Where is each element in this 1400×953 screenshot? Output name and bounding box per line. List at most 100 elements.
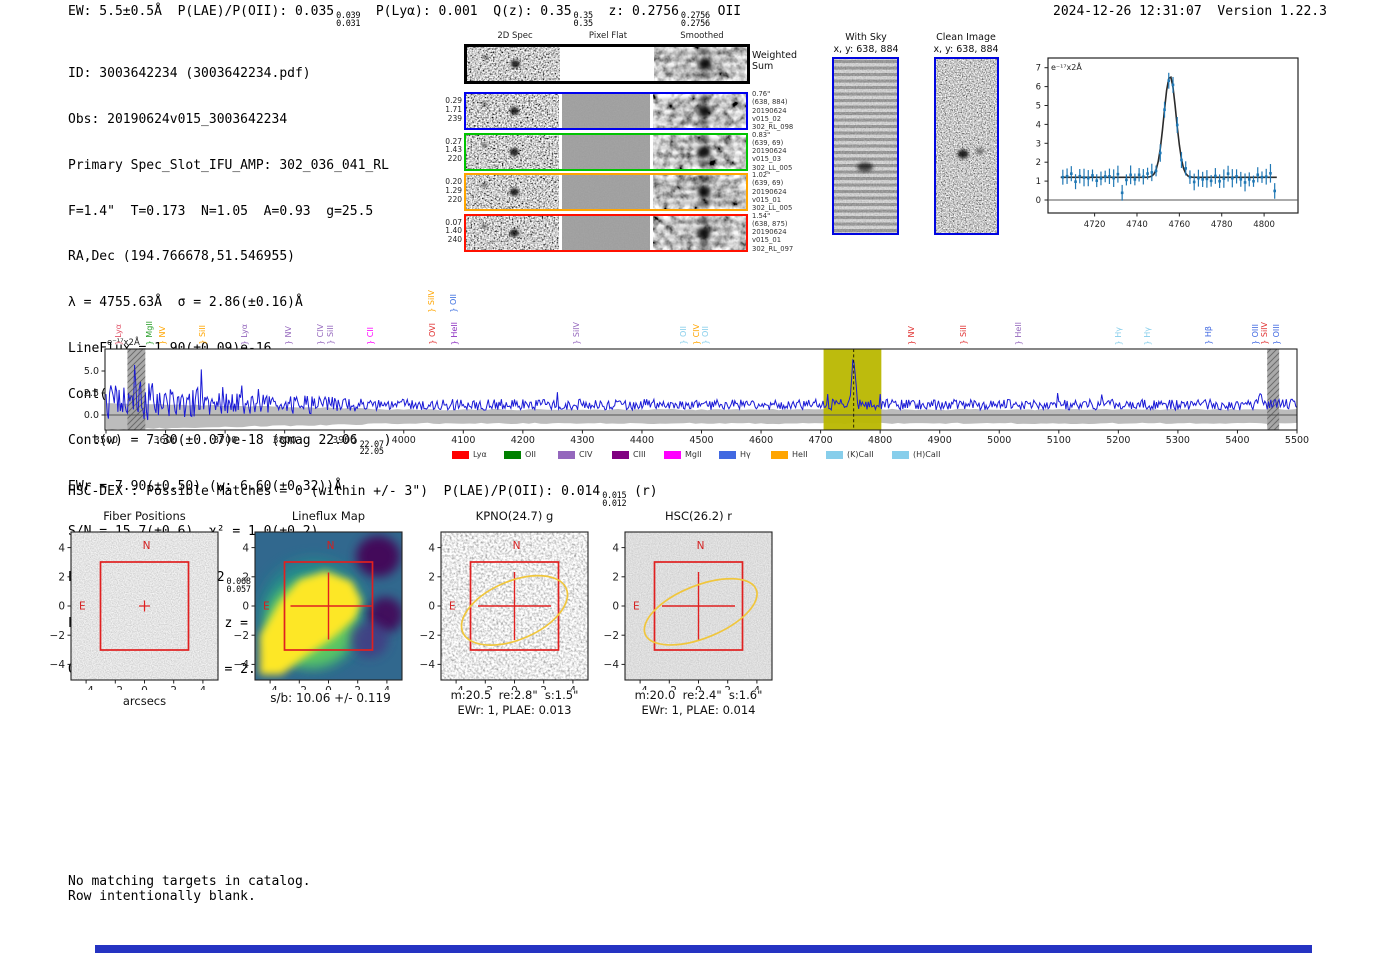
fit-data-point xyxy=(1184,167,1188,170)
fit-data-point xyxy=(1070,172,1073,175)
info-contw: Cont(w) = 7.30(±0.07)e-18 (gmag 22.06 22.… xyxy=(68,432,392,457)
spectrum-xtick-label: 3600 xyxy=(153,435,177,446)
spec2d-row-left-labels: 0.27 1.43 220 xyxy=(438,136,462,164)
fit-xtick-label: 4720 xyxy=(1084,220,1106,230)
cutout-ytick-label: −4 xyxy=(234,659,250,671)
weighted-sum-line1: Weighted xyxy=(752,50,797,61)
compass-north-label: N xyxy=(143,540,151,552)
kpno-caption-2: EWr: 1, PLAE: 0.013 xyxy=(457,703,572,717)
legend-swatch xyxy=(452,450,469,459)
image-blob xyxy=(653,104,746,110)
fit-data-point xyxy=(1209,179,1213,183)
fit-data-point xyxy=(1197,176,1200,180)
hsc-caption-2: EWr: 1, PLAE: 0.014 xyxy=(641,703,756,717)
cutout-ytick-label: −2 xyxy=(50,630,65,642)
contw-text: Cont(w) = 7.30(±0.07)e-18 (gmag 22.06 xyxy=(68,432,358,448)
spec2d-row xyxy=(464,92,748,130)
legend-label: MgII xyxy=(685,450,702,459)
fit-data-point xyxy=(1269,172,1272,175)
cutout-ytick-label: 4 xyxy=(612,542,619,554)
legend-label: HeII xyxy=(792,450,808,459)
spec2d-row-left-labels: 0.29 1.71 239 xyxy=(438,96,462,123)
cutout-xtick-label: 2 xyxy=(170,685,177,690)
spec2d-cell xyxy=(563,47,651,81)
legend-entry: MgII xyxy=(664,444,702,463)
noise-texture xyxy=(936,59,997,233)
image-blob xyxy=(653,226,746,231)
spectrum-ytick-label: 5.0 xyxy=(84,366,99,377)
fit-data-point xyxy=(1095,179,1099,182)
lineflux-map-title: Lineflux Map xyxy=(291,509,366,523)
fit-ytick-label: 2 xyxy=(1036,158,1041,168)
kpno-caption-1: m:20.5 re:2.8" s:1.5" xyxy=(450,688,579,702)
spec2d-row xyxy=(464,44,750,84)
fiber-weight-value: 240 xyxy=(447,235,462,245)
fit-data-point xyxy=(1086,176,1090,180)
fit-data-point xyxy=(1256,173,1260,177)
legend-swatch xyxy=(664,450,681,459)
spec2d-cell xyxy=(466,175,559,209)
spectrum-xtick-label: 4300 xyxy=(570,435,594,446)
legend-entry: Hγ xyxy=(719,444,751,463)
image-blob xyxy=(510,60,520,68)
fit-data-point xyxy=(1201,178,1204,181)
spec2d-spec-image xyxy=(467,47,560,81)
fit-xtick-label: 4760 xyxy=(1169,220,1191,230)
line-fit-plot: 0 1 2 3 4 5 6 7 4720 4740 4760 4780 4800 e⁻¹⁷x2Å xyxy=(1036,57,1299,230)
heatmap-dark xyxy=(350,622,389,658)
legend-entry: CIII xyxy=(612,444,646,463)
fiber-weight-value: 1.29 xyxy=(445,185,462,195)
lineflux-map-image xyxy=(255,532,402,680)
fiber-weight-value: 0.07 xyxy=(445,217,462,227)
clean-title: Clean Image xyxy=(936,32,996,43)
fiber-weight-value: 220 xyxy=(447,194,462,204)
image-blob xyxy=(653,160,746,165)
compass-east-label: E xyxy=(449,601,456,613)
image-blob xyxy=(653,178,746,184)
info-radec: RA,Dec (194.766678,51.546955) xyxy=(68,249,295,265)
fit-data-point xyxy=(1205,177,1209,181)
kpno-g-plot: N E −4 −4 −2 −2 0 0 2 2 4 4 xyxy=(420,531,589,690)
plae-hi: 0.039 xyxy=(336,11,361,21)
spectrum-xtick-label: 4600 xyxy=(749,435,773,446)
fit-data-point xyxy=(1214,174,1217,178)
cutout-ytick-label: 0 xyxy=(612,601,619,613)
spectrum-xtick-label: 5100 xyxy=(1047,435,1071,446)
cutout-xtick-label: −2 xyxy=(108,685,123,690)
spec2d-cell xyxy=(562,134,650,169)
withsky-image xyxy=(832,57,899,235)
fit-data-point xyxy=(1260,175,1264,179)
cutout-xtick-label: 4 xyxy=(200,685,207,690)
gmag-hi: 22.07 xyxy=(359,439,384,450)
clean-image xyxy=(934,57,999,235)
cutout-ytick-label: 2 xyxy=(428,572,435,584)
fit-data-point xyxy=(1218,179,1221,183)
clean-xy: x, y: 638, 884 xyxy=(933,44,999,55)
fit-ytick-label: 3 xyxy=(1036,139,1041,149)
spec2d-smooth-image xyxy=(654,47,747,81)
spectrum-ytick-label: 0.0 xyxy=(84,410,99,421)
image-blob xyxy=(509,228,519,237)
fit-data-point xyxy=(1222,177,1226,180)
fit-xtick-label: 4800 xyxy=(1253,220,1275,230)
fit-data-point xyxy=(1142,175,1145,179)
fit-data-point xyxy=(1239,178,1243,181)
plae-range: 0.039 0.031 xyxy=(334,11,361,28)
fiber-id-line: 302_RL_097 xyxy=(752,244,794,253)
image-blob xyxy=(653,185,746,191)
fit-data-point xyxy=(1247,178,1251,181)
image-blob xyxy=(653,200,746,206)
fit-data-point xyxy=(1074,180,1077,183)
image-blob xyxy=(653,234,746,239)
fit-data-point xyxy=(1273,189,1276,193)
cutout-xtick-label: 0 xyxy=(325,685,332,690)
fiber-weight-value: 0.27 xyxy=(445,136,462,146)
cutout-ytick-label: −4 xyxy=(604,659,620,671)
lineflux-caption: s/b: 10.06 +/- 0.119 xyxy=(270,691,391,705)
spec2d-cell xyxy=(466,94,559,128)
spec2d-cell xyxy=(562,94,650,128)
heatmap-dark xyxy=(356,535,401,577)
spec2d-cell xyxy=(653,175,746,209)
image-blob xyxy=(509,147,519,156)
noise-texture xyxy=(834,59,897,233)
